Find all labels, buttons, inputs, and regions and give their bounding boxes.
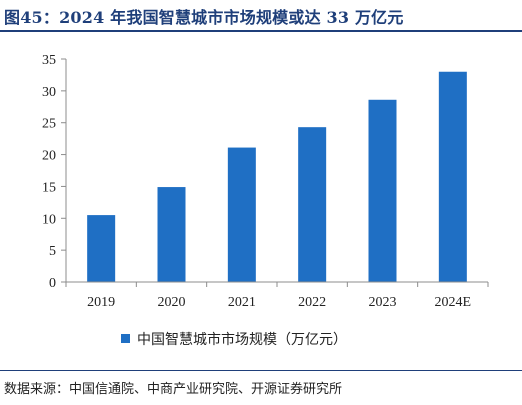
y-tick-label: 0 (49, 276, 56, 291)
legend: 中国智慧城市市场规模（万亿元） (121, 331, 347, 348)
source-rule (0, 370, 522, 371)
x-tick-label: 2022 (298, 295, 326, 310)
y-tick-label: 25 (42, 117, 56, 132)
x-tick-label: 2021 (228, 295, 256, 310)
chart-title: 图45：2024 年我国智慧城市市场规模或达 33 万亿元 (4, 8, 404, 27)
bar-series (87, 71, 467, 282)
y-tick-label: 35 (42, 53, 56, 68)
title-rule (0, 30, 522, 32)
x-tick-label: 2019 (87, 295, 115, 310)
y-tick-label: 30 (42, 85, 56, 100)
y-tick-label: 5 (49, 244, 56, 259)
bar-2019 (87, 215, 116, 282)
x-axis: 2019 2020 2021 2022 2023 2024E (65, 281, 489, 310)
y-tick-label: 20 (42, 149, 56, 164)
y-tick-label: 10 (42, 212, 56, 227)
y-tick-label: 15 (42, 180, 56, 195)
bar-2020 (157, 187, 186, 282)
bar-2023 (368, 99, 397, 282)
x-tick-label: 2020 (158, 295, 186, 310)
y-axis: 0 5 10 15 20 25 30 35 (42, 53, 67, 291)
bar-2022 (298, 127, 327, 282)
x-tick-label: 2024E (435, 295, 472, 310)
legend-label: 中国智慧城市市场规模（万亿元） (137, 331, 347, 348)
bar-chart: 0 5 10 15 20 25 30 35 2019 2020 2021 2022 2023 2024E… (42, 53, 489, 348)
x-tick-label: 2023 (369, 295, 397, 310)
bar-2021 (227, 147, 256, 282)
legend-swatch (121, 334, 130, 343)
bar-2024e (438, 71, 467, 282)
source-note: 数据来源：中国信通院、中商产业研究院、开源证券研究所 (4, 382, 343, 397)
